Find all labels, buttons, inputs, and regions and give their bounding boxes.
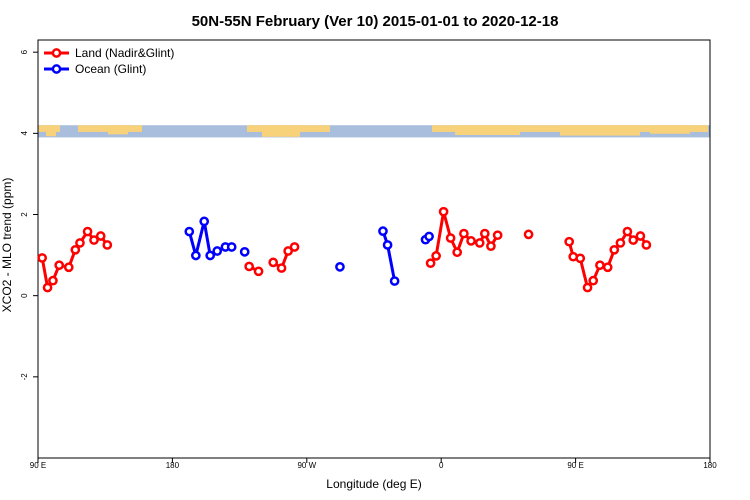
data-point — [582, 282, 593, 293]
data-point — [42, 282, 53, 293]
y-tick-label: -2 — [20, 373, 29, 381]
data-point — [95, 231, 106, 241]
series-layer — [37, 206, 652, 293]
data-point — [628, 235, 639, 245]
data-point — [37, 253, 48, 263]
y-axis: -2 0 2 4 6 — [20, 49, 38, 380]
legend-label: Land (Nadir&Glint) — [75, 46, 174, 60]
data-point — [268, 257, 279, 268]
data-point — [492, 230, 503, 241]
data-point — [276, 263, 287, 273]
data-point — [48, 275, 58, 286]
data-point — [89, 235, 99, 245]
strip-land-patch — [108, 125, 128, 135]
strip-land-patch — [650, 125, 690, 134]
legend: Land (Nadir&Glint) Ocean (Glint) — [44, 46, 174, 76]
data-point — [622, 226, 633, 237]
data-point — [615, 238, 626, 248]
data-point — [389, 276, 400, 286]
land-ocean-strip — [38, 125, 710, 138]
data-point — [378, 226, 388, 236]
data-point — [588, 275, 599, 286]
data-point — [641, 240, 652, 250]
data-point — [466, 236, 476, 246]
data-point — [82, 226, 93, 237]
strip-land-patch — [262, 125, 300, 137]
y-axis-label: XCO2 - MLO trend (ppm) — [0, 178, 14, 313]
chart-title: 50N-55N February (Ver 10) 2015-01-01 to … — [192, 13, 559, 30]
data-point — [184, 226, 195, 237]
x-tick-label: 180 — [703, 461, 717, 470]
data-point — [425, 258, 436, 269]
data-point — [486, 241, 496, 252]
data-point — [205, 250, 216, 261]
x-tick-label: 90 E — [30, 461, 46, 470]
data-point — [70, 244, 81, 255]
y-tick-label: 0 — [20, 293, 29, 298]
series-line — [381, 230, 397, 282]
strip-land-patch — [560, 125, 640, 136]
data-point — [635, 231, 646, 241]
data-point — [63, 262, 74, 273]
series-ocean — [184, 216, 434, 286]
y-tick-label: 2 — [20, 212, 29, 217]
legend-label: Ocean (Glint) — [75, 62, 146, 76]
data-point — [564, 236, 575, 247]
data-point — [479, 228, 490, 239]
series-land — [37, 206, 652, 293]
data-point — [253, 266, 264, 277]
data-point — [445, 233, 456, 243]
data-point — [595, 260, 605, 271]
x-tick-label: 0 — [439, 461, 444, 470]
data-point — [102, 240, 113, 250]
data-point — [474, 238, 485, 248]
data-point — [424, 231, 434, 242]
data-point — [75, 238, 85, 248]
x-tick-label: 180 — [166, 461, 180, 470]
strip-land-patch — [455, 125, 520, 135]
data-point — [438, 206, 449, 217]
y-tick-label: 4 — [20, 131, 29, 136]
legend-marker — [51, 48, 62, 58]
data-point — [226, 242, 237, 252]
data-point — [523, 229, 534, 240]
data-point — [199, 216, 210, 227]
data-point — [335, 262, 345, 272]
data-point — [212, 246, 223, 256]
strip-land-patch — [46, 125, 56, 137]
data-point — [244, 261, 255, 272]
x-axis: 90 E 180 90 W 0 90 E 180 — [30, 458, 717, 470]
x-tick-label: 90 E — [567, 461, 583, 470]
legend-marker — [51, 64, 62, 74]
data-point — [239, 246, 250, 257]
data-point — [283, 246, 293, 256]
data-point — [54, 260, 65, 271]
x-axis-label: Longitude (deg E) — [326, 477, 421, 491]
plot-frame — [37, 39, 711, 459]
x-tick-label: 90 W — [297, 461, 316, 470]
data-point — [459, 228, 469, 239]
data-point — [575, 253, 586, 264]
y-tick-label: 6 — [20, 49, 29, 54]
data-point — [190, 250, 201, 261]
data-point — [452, 247, 463, 258]
data-point — [602, 262, 613, 273]
data-point — [382, 240, 393, 250]
data-point — [289, 242, 300, 252]
data-point — [609, 244, 620, 255]
data-point — [431, 251, 441, 261]
